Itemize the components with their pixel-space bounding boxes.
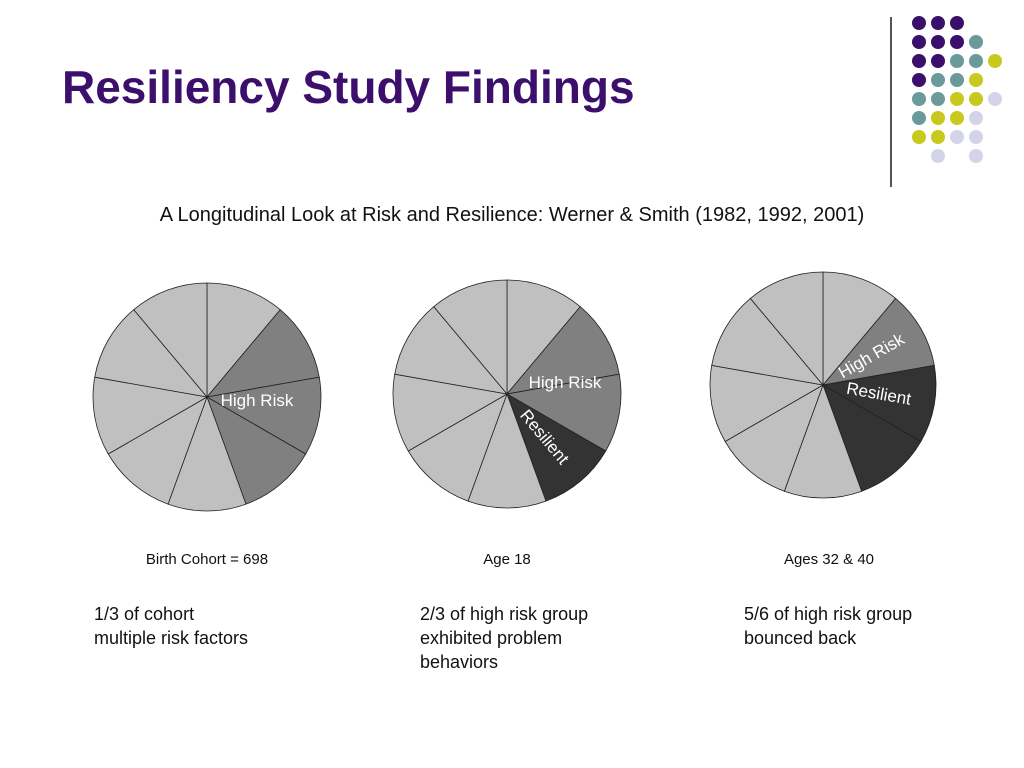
pie-slice-other bbox=[206, 282, 281, 399]
pie-slice-other bbox=[94, 309, 209, 398]
pie-slice-other bbox=[467, 392, 547, 509]
title-divider bbox=[890, 17, 892, 187]
pie-slice-label: High Risk bbox=[529, 373, 602, 392]
pie-slice-label: High Risk bbox=[221, 391, 294, 410]
pie-slice-resilient bbox=[822, 384, 922, 492]
decorative-dot bbox=[931, 92, 945, 106]
decorative-dot bbox=[931, 130, 945, 144]
pie-slice-other bbox=[433, 279, 508, 396]
decorative-dot bbox=[912, 16, 926, 30]
pie-slice-other bbox=[711, 297, 825, 386]
decorative-dot bbox=[912, 111, 926, 125]
pie-slice-other bbox=[392, 373, 509, 452]
pie-slice-other bbox=[822, 271, 897, 387]
decorative-dot bbox=[950, 92, 964, 106]
decorative-dot bbox=[912, 130, 926, 144]
decorative-dot bbox=[988, 54, 1002, 68]
pie-slice-high-risk bbox=[505, 306, 620, 395]
decorative-dot bbox=[912, 54, 926, 68]
decorative-dot bbox=[969, 130, 983, 144]
note-birth-cohort: 1/3 of cohort multiple risk factors bbox=[94, 604, 249, 648]
pie-slice-other bbox=[709, 364, 825, 443]
pie-slice-other bbox=[394, 306, 509, 395]
slide-subtitle: A Longitudinal Look at Risk and Resilien… bbox=[159, 204, 865, 226]
decorative-dot bbox=[931, 16, 945, 30]
note-ages-32-40: 5/6 of high risk group bounced back bbox=[744, 604, 913, 648]
pie-slice-resilient bbox=[506, 393, 607, 502]
note-age-18: 2/3 of high risk group exhibited problem… bbox=[420, 604, 589, 672]
decorative-dot bbox=[931, 149, 945, 163]
decorative-dot bbox=[950, 35, 964, 49]
pie-chart: High Risk bbox=[92, 282, 322, 512]
decorative-dot bbox=[969, 111, 983, 125]
pie-caption-birth-cohort: Birth Cohort = 698 bbox=[145, 551, 269, 568]
pie-slice-high-risk bbox=[205, 309, 320, 398]
pie-slice-resilient bbox=[821, 364, 937, 443]
decorative-dot bbox=[969, 92, 983, 106]
decorative-dot bbox=[950, 130, 964, 144]
decorative-dot bbox=[912, 92, 926, 106]
decorative-dot bbox=[931, 35, 945, 49]
decorative-dot bbox=[969, 73, 983, 87]
decorative-dot bbox=[912, 73, 926, 87]
decorative-dot bbox=[931, 73, 945, 87]
decorative-dot bbox=[931, 54, 945, 68]
decorative-dot bbox=[969, 54, 983, 68]
decorative-dot bbox=[969, 35, 983, 49]
pie-slice-other bbox=[724, 384, 824, 492]
pie-slice-other bbox=[92, 376, 209, 455]
pie-slice-other bbox=[133, 282, 208, 399]
pie-slice-high-risk bbox=[505, 373, 622, 452]
pie-caption-ages-32-40: Ages 32 & 40 bbox=[783, 551, 875, 568]
pie-slice-other bbox=[506, 279, 581, 396]
decorative-dot bbox=[931, 111, 945, 125]
pie-slice-other bbox=[407, 393, 508, 502]
decorative-dot bbox=[969, 149, 983, 163]
slide-title: Resiliency Study Findings bbox=[62, 61, 635, 113]
decorative-dot bbox=[950, 54, 964, 68]
decorative-dot-grid bbox=[912, 16, 1002, 163]
pie-slice-other bbox=[107, 396, 208, 505]
pie-slice-other bbox=[167, 395, 247, 512]
decorative-dot bbox=[988, 92, 1002, 106]
pie-slice-high-risk bbox=[206, 396, 307, 505]
pie-slice-other bbox=[749, 271, 824, 387]
decorative-dot bbox=[950, 16, 964, 30]
pie-slice-high-risk bbox=[821, 297, 935, 386]
pie-caption-age-18: Age 18 bbox=[483, 551, 531, 568]
pie-slice-other bbox=[783, 383, 863, 499]
pie-slice-high-risk bbox=[205, 376, 322, 455]
decorative-dot bbox=[950, 73, 964, 87]
decorative-dot bbox=[950, 111, 964, 125]
decorative-dot bbox=[912, 35, 926, 49]
